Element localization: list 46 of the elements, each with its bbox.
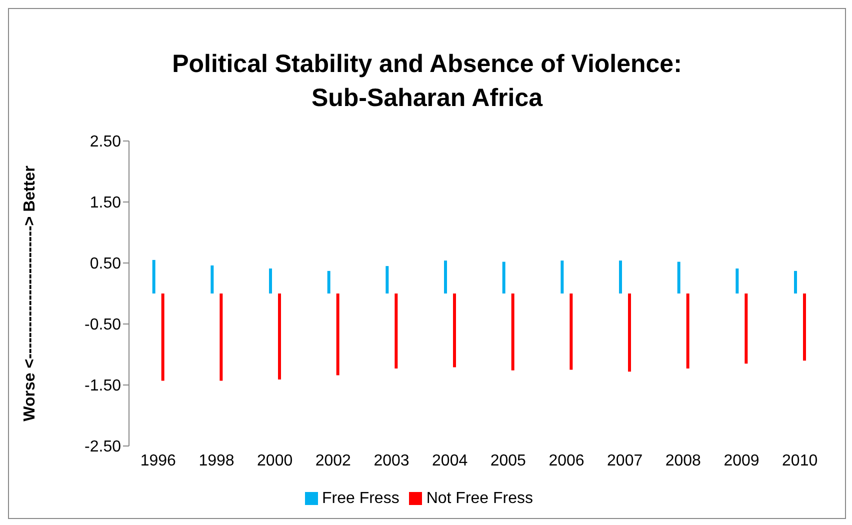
y-tick-label: 1.50	[90, 194, 122, 212]
bar	[677, 262, 680, 294]
bar	[736, 268, 739, 294]
x-tick-label: 2005	[490, 452, 526, 470]
y-tick-label: 2.50	[90, 134, 122, 151]
x-tick-label: 2003	[374, 452, 410, 470]
bar	[220, 294, 223, 381]
bar	[336, 294, 340, 376]
bar	[744, 294, 748, 364]
x-tick-label: 2004	[432, 452, 468, 470]
x-tick-label: 2009	[724, 452, 760, 470]
bar	[161, 294, 164, 381]
bar	[560, 260, 564, 294]
bar	[453, 294, 456, 368]
legend-label: Free Fress	[322, 490, 400, 507]
x-tick-label: 2010	[782, 452, 818, 470]
bar	[794, 270, 797, 294]
bar	[444, 260, 447, 294]
x-tick-label: 2000	[257, 452, 293, 470]
bar	[394, 294, 398, 369]
legend-label: Not Free Fress	[426, 490, 534, 507]
y-tick-label: -0.50	[84, 316, 122, 334]
bar	[327, 270, 330, 294]
x-tick-label: 2002	[315, 452, 352, 470]
bar	[570, 294, 573, 370]
bar	[386, 266, 389, 294]
y-tick-label: -1.50	[84, 378, 122, 395]
x-tick-label: 2008	[665, 452, 702, 470]
bar	[502, 262, 506, 294]
x-tick-label: 1996	[140, 452, 176, 470]
x-tick-label: 1998	[198, 452, 234, 470]
bar	[278, 294, 281, 380]
bar	[210, 265, 214, 294]
chart-title: Political Stability and Absence of Violence: Sub-Saharan Africa	[171, 49, 683, 114]
bar	[803, 294, 806, 361]
bar	[619, 260, 622, 294]
x-tick-label: 2006	[548, 452, 584, 470]
bar	[269, 268, 272, 294]
x-tick-label: 2007	[607, 452, 643, 470]
bar	[628, 294, 631, 372]
bar	[511, 294, 514, 370]
y-axis-title: Worse <-------------------------> Better	[22, 166, 39, 422]
bar	[152, 260, 156, 294]
bar	[686, 294, 690, 369]
y-tick-label: -2.50	[84, 438, 122, 456]
y-tick-label: 0.50	[90, 256, 122, 273]
